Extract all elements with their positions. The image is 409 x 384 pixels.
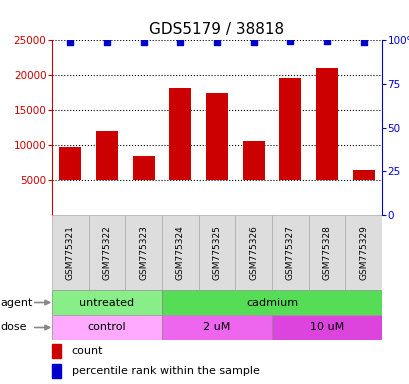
Text: untreated: untreated <box>79 298 134 308</box>
Bar <box>169 88 191 180</box>
Point <box>360 39 366 45</box>
Text: GSM775322: GSM775322 <box>102 225 111 280</box>
Text: count: count <box>72 346 103 356</box>
Bar <box>59 147 81 180</box>
Text: GSM775323: GSM775323 <box>139 225 148 280</box>
Bar <box>352 169 374 180</box>
Title: GDS5179 / 38818: GDS5179 / 38818 <box>149 22 284 38</box>
Text: GSM775327: GSM775327 <box>285 225 294 280</box>
Bar <box>205 93 227 180</box>
Bar <box>271 215 308 290</box>
Point <box>177 39 183 45</box>
Text: control: control <box>88 323 126 333</box>
Point <box>140 39 146 45</box>
Bar <box>271 315 381 340</box>
Point <box>323 38 330 44</box>
Bar <box>52 344 61 358</box>
Point <box>286 38 293 44</box>
Bar <box>315 68 337 180</box>
Point <box>67 39 74 45</box>
Text: GSM775321: GSM775321 <box>66 225 75 280</box>
Bar <box>235 215 271 290</box>
Text: agent: agent <box>1 298 33 308</box>
Bar <box>96 131 118 180</box>
Bar <box>162 215 198 290</box>
Bar <box>133 156 154 180</box>
Text: cadmium: cadmium <box>245 298 297 308</box>
Bar <box>344 215 381 290</box>
Bar <box>52 315 162 340</box>
Bar <box>162 290 381 315</box>
Text: 2 uM: 2 uM <box>203 323 230 333</box>
Bar <box>52 290 162 315</box>
Text: GSM775325: GSM775325 <box>212 225 221 280</box>
Bar <box>125 215 162 290</box>
Text: GSM775328: GSM775328 <box>322 225 331 280</box>
Bar <box>162 315 271 340</box>
Bar <box>242 141 264 180</box>
Text: GSM775329: GSM775329 <box>358 225 367 280</box>
Text: percentile rank within the sample: percentile rank within the sample <box>72 366 259 376</box>
Point <box>213 39 220 45</box>
Bar <box>308 215 344 290</box>
Point <box>250 39 256 45</box>
Point <box>103 39 110 45</box>
Text: GSM775326: GSM775326 <box>249 225 258 280</box>
Bar <box>88 215 125 290</box>
Bar <box>52 364 61 378</box>
Bar <box>198 215 235 290</box>
Bar <box>279 78 301 180</box>
Text: GSM775324: GSM775324 <box>175 225 184 280</box>
Text: 10 uM: 10 uM <box>309 323 343 333</box>
Bar <box>52 215 88 290</box>
Text: dose: dose <box>1 323 27 333</box>
